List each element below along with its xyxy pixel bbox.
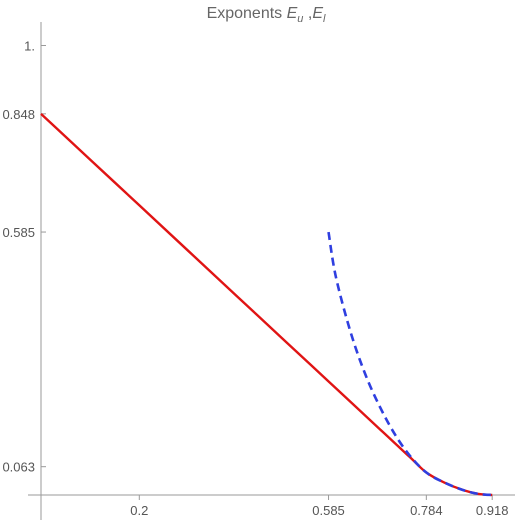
chart-title-symbol-1: E	[287, 5, 298, 22]
series-line-dashed	[327, 231, 493, 497]
chart-title-subscript-1: u	[297, 13, 303, 25]
series-line-solid	[40, 112, 493, 497]
chart-title-symbol-2: E	[312, 5, 323, 22]
x-tick-label: 0.585	[312, 503, 345, 518]
x-tick-label: 0.784	[410, 503, 443, 518]
y-tick-label: 0.848	[2, 107, 35, 122]
chart-title: Exponents Eu ,El	[207, 5, 326, 25]
y-tick-label: 0.063	[2, 460, 35, 475]
y-tick-label: 0.585	[2, 225, 35, 240]
series-group	[40, 112, 493, 497]
y-tick-label: 1.	[24, 39, 35, 54]
chart-title-prefix: Exponents	[207, 5, 287, 22]
x-tick-label: 0.2	[130, 503, 148, 518]
chart-title-separator: ,	[303, 5, 312, 22]
x-tick-label: 0.918	[476, 503, 509, 518]
chart-title-subscript-2: l	[323, 13, 326, 25]
